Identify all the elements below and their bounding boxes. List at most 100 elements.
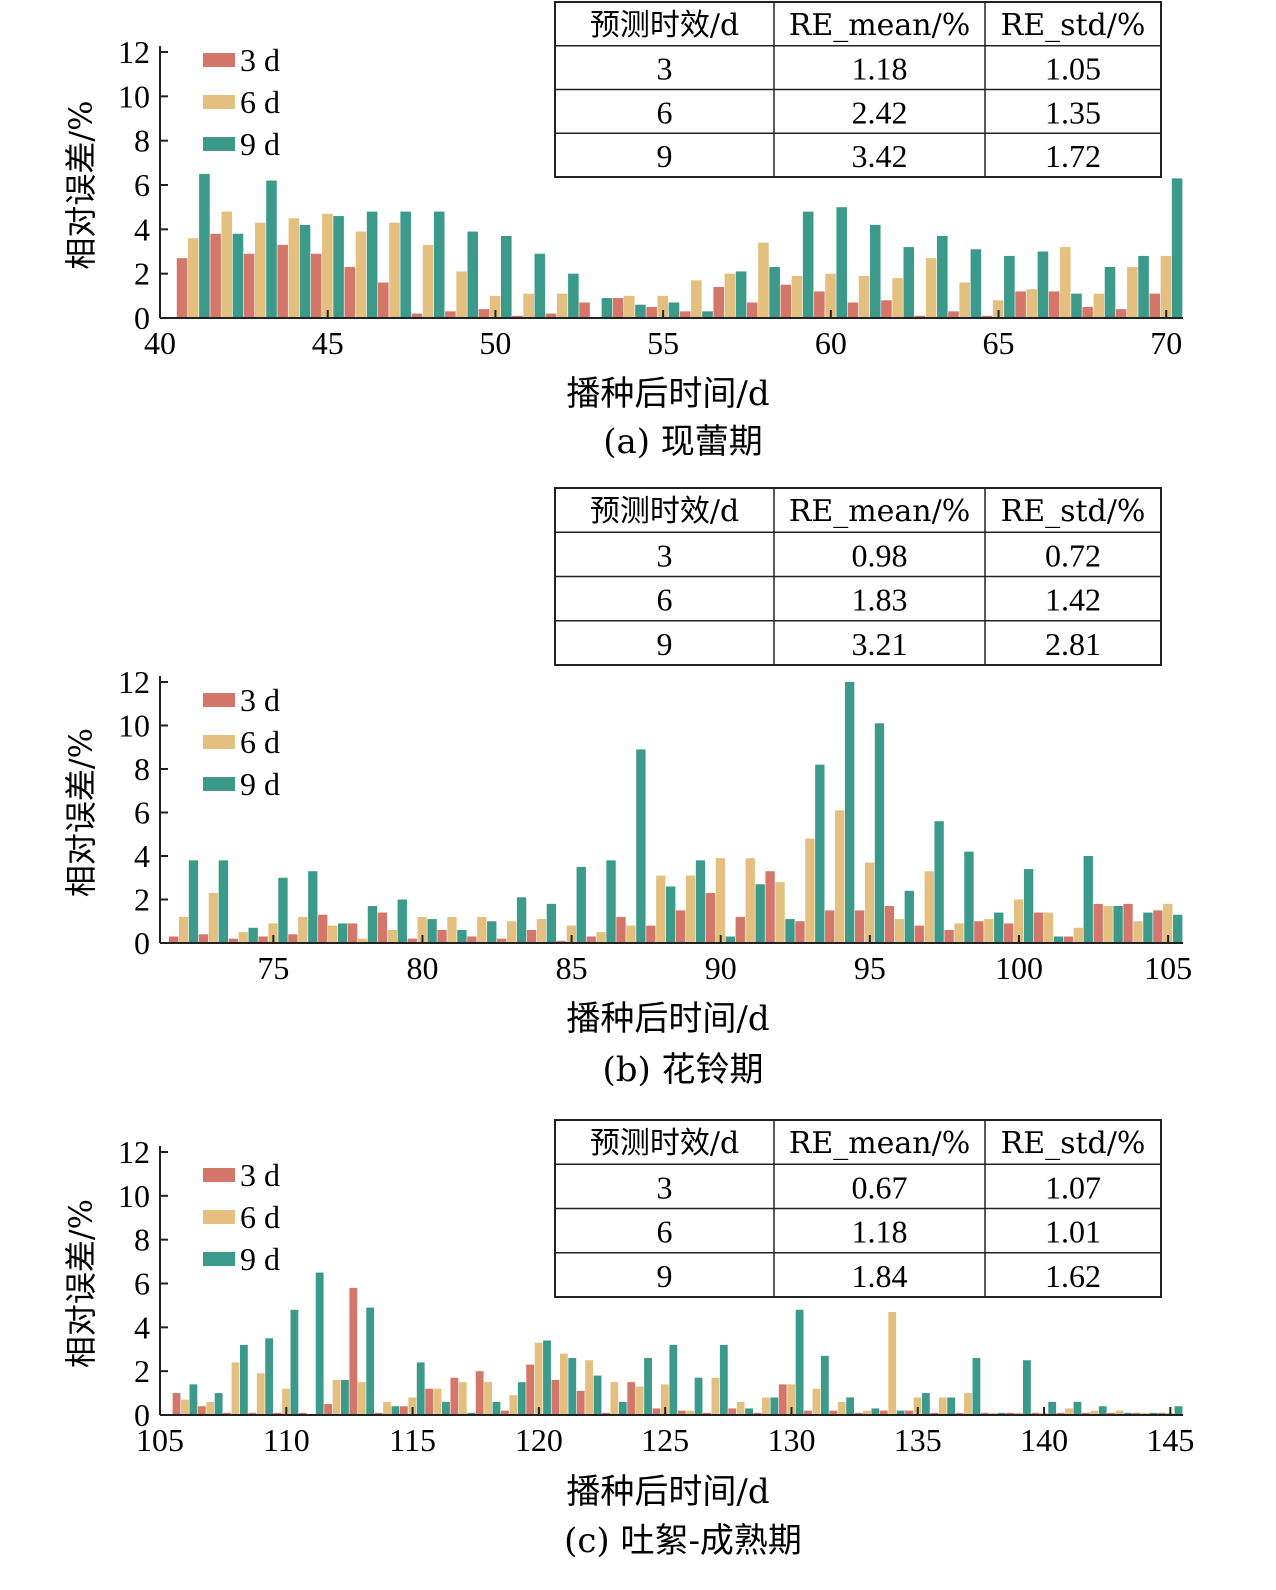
bar-9d-day-47 [400,211,411,318]
bar-9d-day-116 [442,1401,450,1415]
bar-9d-day-125 [669,1344,678,1415]
bar-6d-day-90 [715,858,726,943]
bar-3d-day-73 [198,934,209,943]
stats-table: 预测时效/d RE_mean/% RE_std/% 3 0.98 0.72 6 1.83 1.4… [554,487,1162,666]
bar-6d-day-135 [913,1397,922,1415]
bar-6d-day-52 [556,293,568,318]
bar-9d-day-128 [745,1408,753,1415]
bar-3d-day-134 [879,1410,888,1415]
bar-6d-day-95 [864,862,875,943]
bar-3d-day-64 [948,311,959,318]
bar-6d-day-72 [178,916,189,943]
bar-6d-day-99 [984,919,994,943]
x-tick-label: 80 [406,950,438,986]
bar-3d-day-42 [210,233,221,318]
bar-3d-day-112 [324,1404,333,1415]
bar-6d-day-49 [456,271,467,318]
bar-6d-day-144 [1140,1412,1149,1415]
bar-9d-day-144 [1149,1412,1158,1415]
bar-6d-day-69 [1127,267,1138,318]
bar-9d-day-119 [517,1382,526,1416]
table-cell: 0.72 [1045,537,1101,573]
bar-3d-day-119 [501,1410,509,1415]
bar-9d-day-41 [199,173,210,318]
panel-caption: (b) 花铃期 [602,1050,763,1090]
bar-3d-day-60 [814,291,825,318]
bar-3d-day-137 [955,1412,964,1415]
bar-6d-day-86 [596,932,606,944]
bar-6d-day-133 [863,1410,871,1415]
bar-9d-day-49 [467,231,479,318]
bar-3d-day-82 [467,936,477,943]
table-header-cell: RE_std/% [1001,8,1146,43]
table-cell: 3 [657,1169,673,1205]
y-tick-label: 2 [134,256,150,292]
y-tick-label: 12 [118,34,150,70]
y-axis-label: 相对误差/% [62,1199,100,1368]
bar-3d-day-103 [1093,903,1103,943]
bar-3d-day-57 [713,286,725,318]
bar-6d-day-61 [858,275,870,318]
table-cell: 3.21 [852,626,908,662]
bar-6d-day-84 [536,919,547,943]
bar-3d-day-70 [1149,293,1161,318]
bar-3d-day-96 [884,906,895,943]
bar-9d-day-58 [769,267,780,318]
bar-6d-day-119 [509,1395,518,1415]
bar-9d-day-55 [668,302,680,318]
bar-6d-day-83 [506,921,517,943]
bar-3d-day-98 [944,929,954,943]
bar-3d-day-89 [675,910,686,944]
bar-6d-day-105 [1163,903,1173,943]
bar-3d-day-138 [980,1412,989,1415]
bar-6d-day-60 [825,273,836,318]
bar-3d-day-124 [627,1382,636,1416]
bar-3d-day-102 [1063,936,1074,943]
bar-3d-day-45 [310,253,322,318]
legend-swatch-6d [203,95,235,109]
bar-6d-day-98 [954,923,964,943]
x-tick-label: 105 [1144,950,1192,986]
bar-9d-day-46 [366,211,378,318]
table-cell: 9 [657,138,673,174]
bar-3d-day-110 [273,1412,282,1415]
table-header-cell: RE_mean/% [789,1126,971,1161]
x-tick-label: 135 [894,1422,942,1458]
bar-6d-day-66 [1026,289,1038,318]
table-cell: 3 [657,51,673,87]
x-tick-label: 145 [1146,1422,1194,1458]
bar-6d-day-47 [389,222,400,318]
bar-6d-day-107 [206,1401,215,1415]
bar-3d-day-95 [854,910,865,944]
bar-9d-day-124 [644,1358,652,1415]
bar-6d-day-56 [691,280,702,318]
table-cell: 1.42 [1045,582,1101,618]
bar-6d-day-45 [322,213,333,318]
y-tick-label: 0 [134,300,150,336]
table-cell: 0.98 [852,537,908,573]
chart-panel-0: 0 2 4 6 8 10 12 40 45 50 55 60 65 70 相对误差/% 播种后时间/d (a) … [62,1,1183,462]
bar-6d-day-89 [685,875,696,943]
legend-swatch-3d [203,53,235,67]
bar-3d-day-105 [1153,910,1163,944]
bar-3d-day-100 [1004,923,1014,943]
legend-swatch-6d [203,1210,235,1224]
bar-3d-day-63 [914,315,926,318]
bar-6d-day-87 [626,925,636,943]
bar-3d-day-61 [847,302,859,318]
bar-6d-day-113 [357,1382,366,1416]
bar-6d-day-131 [812,1388,821,1415]
x-tick-label: 60 [815,325,847,361]
bar-9d-day-121 [568,1358,577,1415]
y-tick-label: 10 [118,1178,150,1214]
bar-3d-day-111 [298,1412,307,1415]
bar-3d-day-52 [545,313,557,318]
bar-9d-day-74 [248,927,258,943]
bar-6d-day-64 [959,282,970,318]
bar-6d-day-142 [1090,1410,1099,1415]
bar-3d-day-116 [425,1388,434,1415]
bar-3d-day-140 [1031,1412,1040,1415]
bar-3d-day-99 [974,921,984,943]
x-tick-label: 105 [136,1422,184,1458]
